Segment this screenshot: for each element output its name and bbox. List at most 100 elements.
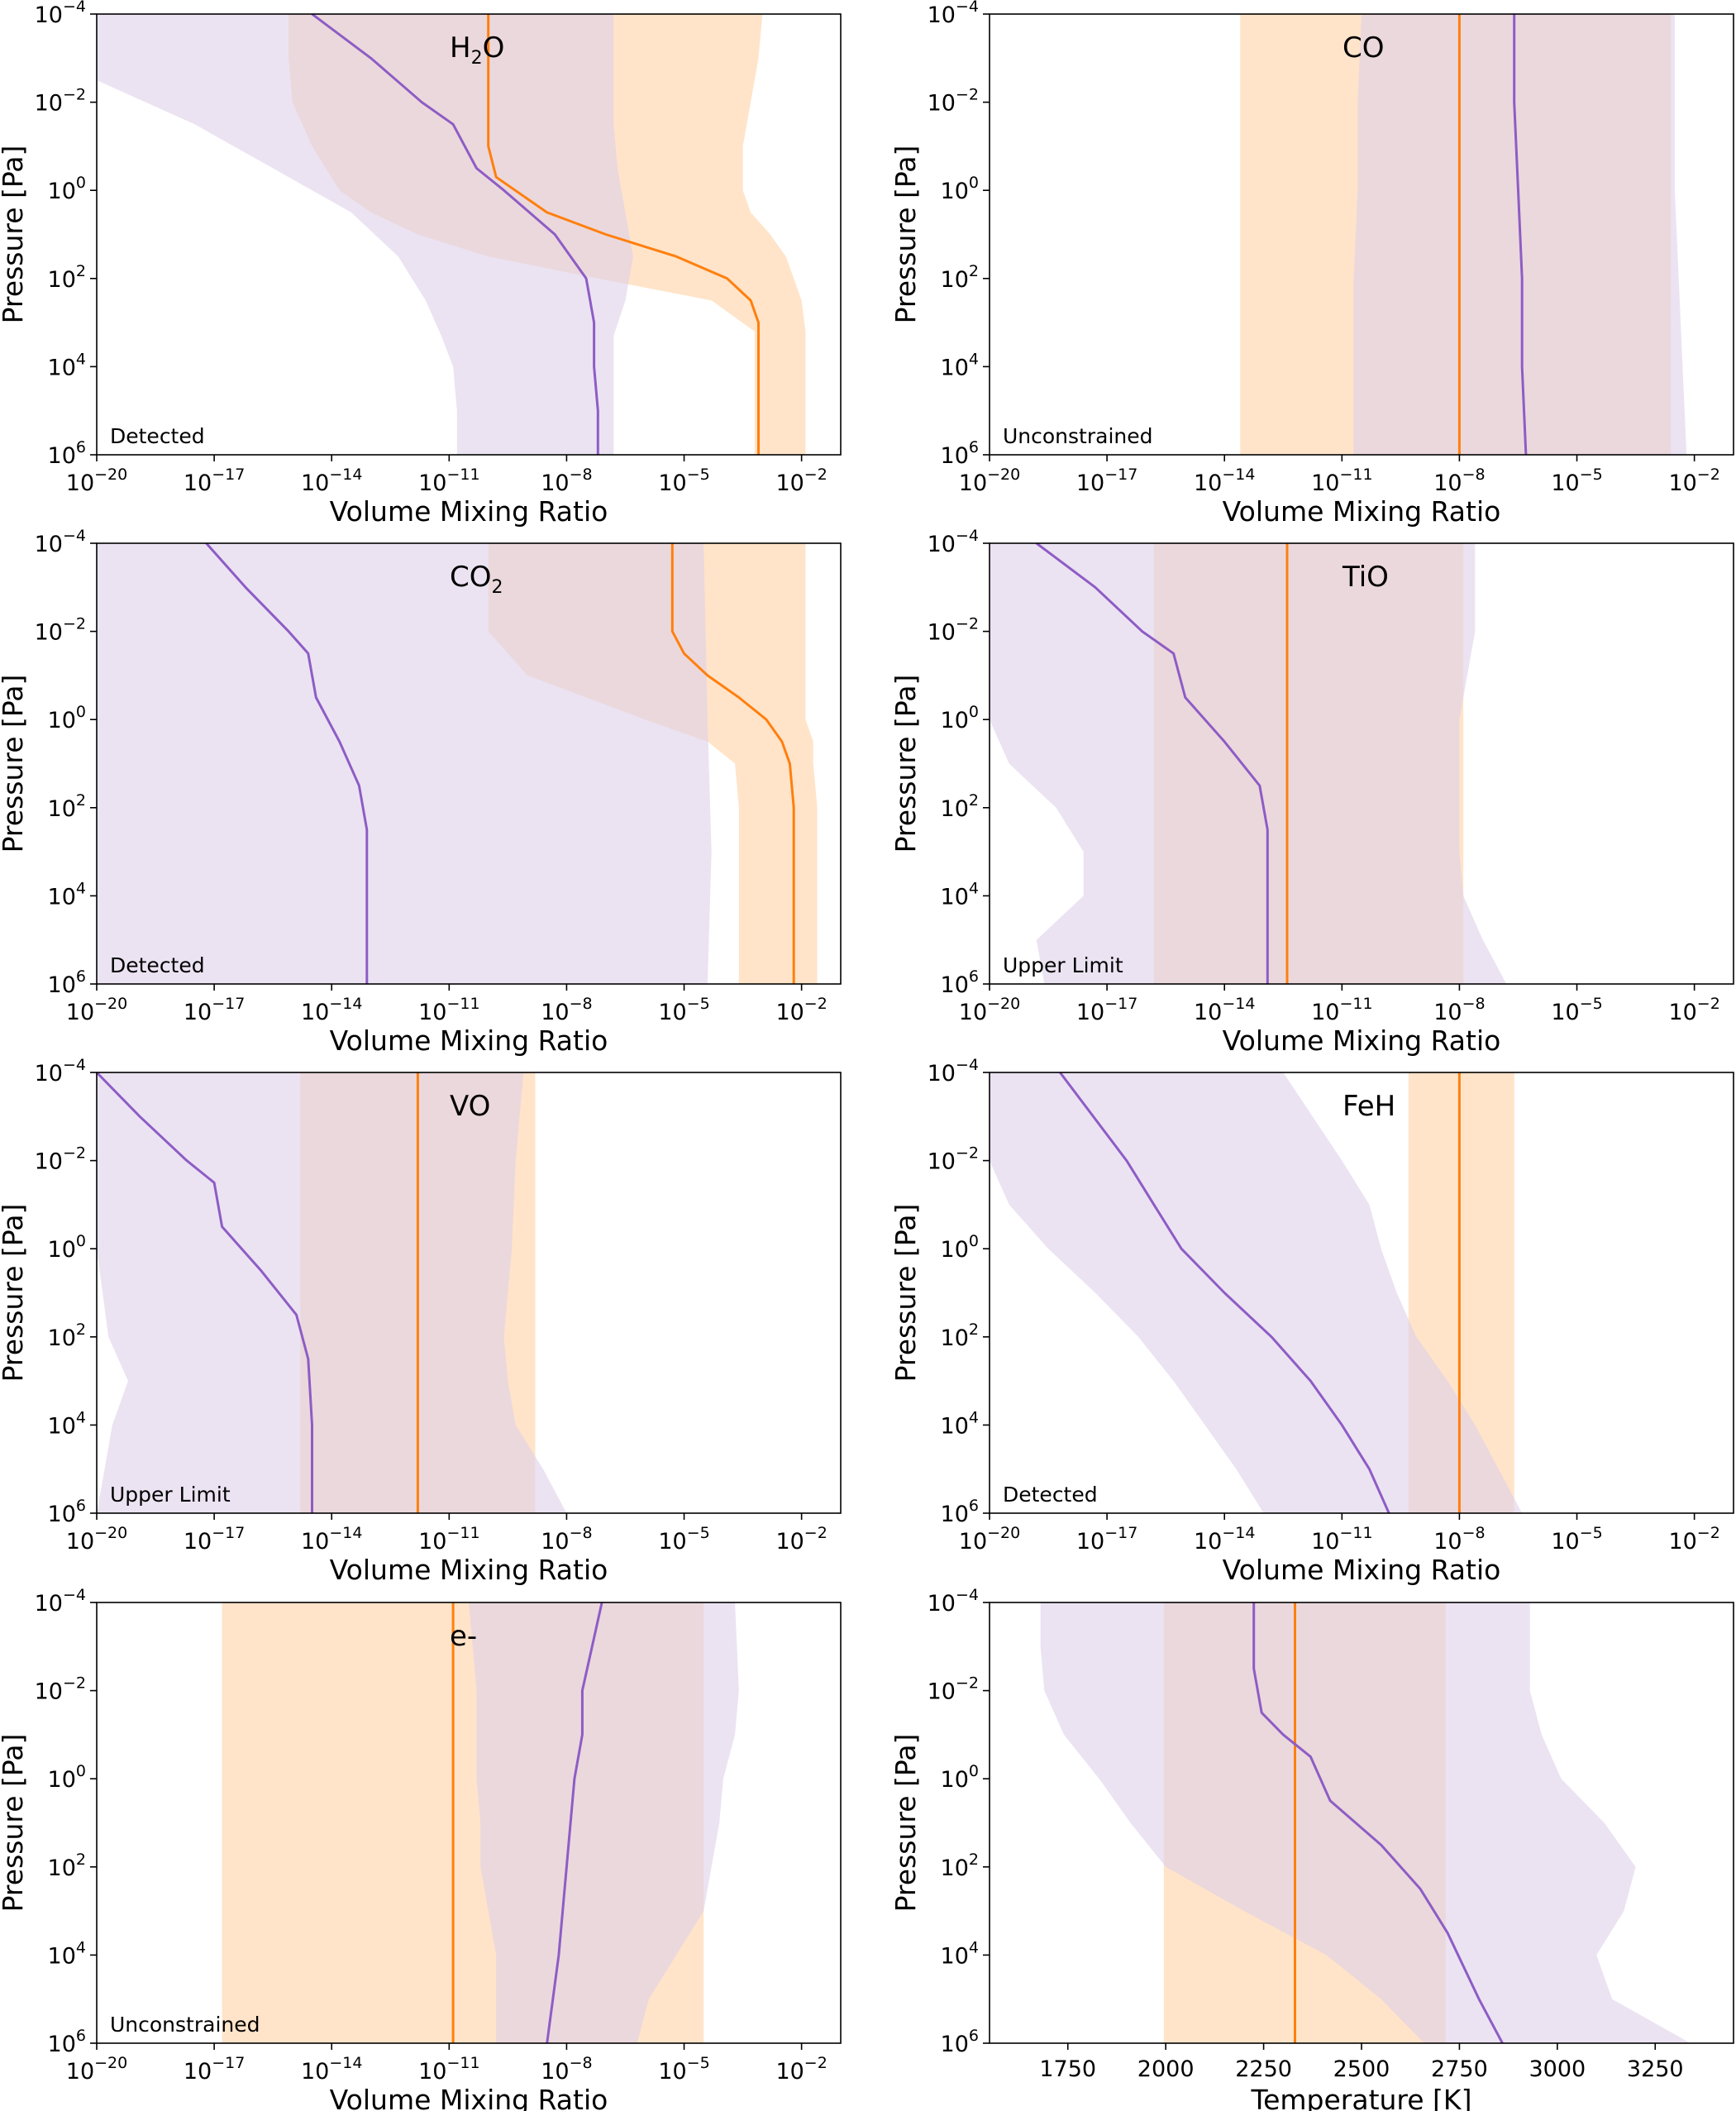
- panel-2: 10−4 10−2 100 102 104 106 Pressure [Pa] 10−20 10…: [889, 0, 1734, 528]
- y-tick-label: 10−2: [928, 1674, 979, 1705]
- y-tick-label: 10−2: [35, 86, 86, 117]
- x-tick-label: 10−8: [541, 995, 592, 1025]
- x-axis-label: Volume Mixing Ratio: [330, 1024, 608, 1057]
- x-tick-label: 10−5: [658, 466, 709, 496]
- model-line: [1035, 543, 1269, 984]
- x-tick-label: 10−17: [184, 1524, 245, 1555]
- status-label: Unconstrained: [1003, 424, 1153, 448]
- status-label: Detected: [110, 953, 205, 977]
- x-tick-label: 10−5: [1551, 466, 1602, 496]
- y-tick-label: 104: [48, 350, 86, 380]
- plot-area: [97, 14, 806, 455]
- x-tick-label: 10−17: [1076, 466, 1137, 496]
- y-tick-label: 104: [941, 350, 979, 380]
- y-axis-label: Pressure [Pa]: [0, 1734, 29, 1913]
- x-tick-label: 10−8: [1433, 1524, 1485, 1555]
- x-tick-label: 10−14: [1194, 466, 1255, 496]
- y-tick-label: 10−4: [928, 0, 979, 28]
- status-label: Detected: [110, 424, 205, 448]
- plot-area: [990, 543, 1507, 984]
- x-tick-label: 10−11: [418, 2054, 479, 2085]
- panel-3: 10−4 10−2 100 102 104 106 Pressure [Pa] 10−20 10…: [0, 527, 842, 1057]
- x-tick-label: 10−5: [658, 995, 709, 1025]
- x-tick-label: 10−20: [959, 466, 1020, 496]
- model-line: [546, 1602, 603, 2043]
- model-line: [1059, 1072, 1390, 1513]
- y-tick-label: 102: [941, 262, 979, 293]
- y-axis-label: Pressure [Pa]: [0, 1204, 29, 1383]
- status-label: Detected: [1003, 1483, 1098, 1507]
- x-tick-label: 2750: [1431, 2056, 1488, 2082]
- y-tick-label: 102: [941, 1321, 979, 1351]
- x-tick-label: 10−14: [301, 466, 362, 496]
- y-tick-label: 10−2: [928, 86, 979, 117]
- y-axis-label: Pressure [Pa]: [889, 675, 922, 853]
- model-band: [1040, 1602, 1691, 2043]
- x-tick-label: 10−14: [301, 995, 362, 1025]
- x-tick-label: 10−20: [66, 995, 127, 1025]
- x-tick-label: 10−2: [775, 995, 827, 1025]
- plot-frame: [989, 13, 1734, 456]
- panel-6: 10−4 10−2 100 102 104 106 Pressure [Pa] 10−20 10…: [889, 1056, 1734, 1586]
- x-tick-label: 10−8: [541, 466, 592, 496]
- y-tick-label: 10−4: [928, 1586, 979, 1617]
- y-tick-label: 102: [941, 1851, 979, 1881]
- y-tick-label: 104: [941, 879, 979, 910]
- y-tick-label: 10−4: [928, 1056, 979, 1087]
- species-label: e-: [450, 1620, 477, 1653]
- plot-area: [1240, 14, 1687, 455]
- plot-area: [990, 1072, 1523, 1513]
- panel-8: 10−4 10−2 100 102 104 106 Pressure [Pa] 1750 200…: [889, 1586, 1734, 2111]
- y-tick-label: 100: [48, 703, 86, 733]
- model-line: [311, 14, 599, 455]
- x-tick-label: 10−17: [184, 2054, 245, 2085]
- model-band: [990, 543, 1507, 984]
- x-axis-label: Volume Mixing Ratio: [330, 495, 608, 528]
- y-tick-label: 10−2: [35, 615, 86, 646]
- x-tick-label: 10−2: [775, 466, 827, 496]
- x-tick-label: 10−20: [66, 1524, 127, 1555]
- x-tick-label: 1750: [1039, 2056, 1096, 2082]
- x-tick-label: 10−5: [1551, 995, 1602, 1025]
- x-tick-label: 10−17: [184, 466, 245, 496]
- plot-frame: [96, 13, 842, 456]
- y-tick-label: 106: [48, 967, 86, 998]
- x-tick-label: 3250: [1627, 2056, 1684, 2082]
- model-band: [97, 543, 712, 984]
- x-tick-label: 10−20: [66, 2054, 127, 2085]
- y-tick-label: 102: [48, 791, 86, 822]
- x-tick-label: 10−20: [959, 1524, 1020, 1555]
- x-tick-label: 10−2: [1668, 995, 1719, 1025]
- y-tick-label: 10−4: [35, 0, 86, 28]
- x-tick-label: 2250: [1235, 2056, 1292, 2082]
- x-axis-label: Volume Mixing Ratio: [1223, 1024, 1501, 1057]
- x-tick-label: 10−5: [1551, 1524, 1602, 1555]
- x-tick-label: 10−5: [658, 2054, 709, 2085]
- y-tick-label: 10−4: [35, 527, 86, 557]
- x-tick-label: 10−5: [658, 1524, 709, 1555]
- y-tick-label: 106: [48, 2027, 86, 2057]
- x-tick-label: 10−14: [301, 1524, 362, 1555]
- y-tick-label: 102: [48, 262, 86, 293]
- y-tick-label: 10−4: [35, 1586, 86, 1617]
- species-label: CO2: [450, 561, 503, 598]
- y-tick-label: 106: [941, 438, 979, 469]
- x-tick-label: 10−14: [1194, 1524, 1255, 1555]
- x-tick-label: 10−20: [959, 995, 1020, 1025]
- model-line: [1513, 14, 1528, 455]
- x-tick-label: 10−11: [418, 1524, 479, 1555]
- plot-frame: [989, 542, 1734, 985]
- x-axis-label: Volume Mixing Ratio: [1223, 495, 1501, 528]
- species-label: CO: [1343, 31, 1385, 64]
- y-tick-label: 106: [941, 967, 979, 998]
- panel-1: 10−4 10−2 100 102 104 106 Pressure [Pa] 10−20 10…: [0, 0, 842, 528]
- x-axis-label: Volume Mixing Ratio: [330, 1554, 608, 1586]
- y-tick-label: 10−4: [35, 1056, 86, 1087]
- x-tick-label: 10−2: [1668, 1524, 1719, 1555]
- x-tick-label: 10−20: [66, 466, 127, 496]
- x-tick-label: 10−8: [1433, 466, 1485, 496]
- x-axis-label: Volume Mixing Ratio: [330, 2084, 608, 2111]
- x-tick-label: 10−17: [184, 995, 245, 1025]
- x-tick-label: 10−2: [1668, 466, 1719, 496]
